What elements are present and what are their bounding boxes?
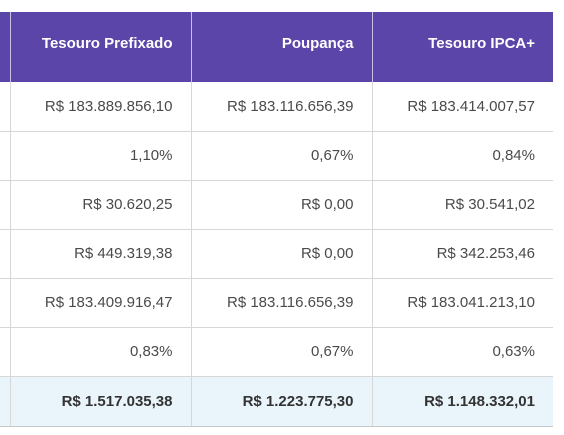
row-stub-cell: [0, 327, 10, 377]
header-row: Tesouro Prefixado Poupança Tesouro IPCA+: [0, 12, 553, 82]
table-row: 0,83% 0,67% 0,63%: [0, 327, 553, 377]
header-label: Poupança: [281, 34, 354, 52]
row-stub-cell: [0, 229, 10, 279]
header-label: Tesouro Prefixado: [41, 34, 173, 52]
row-stub-cell: [0, 376, 10, 427]
table-cell: 0,67%: [190, 131, 372, 181]
table-row: R$ 183.889.856,10 R$ 183.116.656,39 R$ 1…: [0, 82, 553, 132]
table-cell: R$ 183.889.856,10: [9, 82, 191, 132]
table-cell: R$ 0,00: [190, 180, 372, 230]
row-stub-cell: [0, 278, 10, 328]
table-header: Tesouro Prefixado Poupança Tesouro IPCA+: [0, 12, 553, 82]
table-row: R$ 449.319,38 R$ 0,00 R$ 342.253,46: [0, 229, 553, 279]
investment-comparison-table: Tesouro Prefixado Poupança Tesouro IPCA+…: [0, 12, 553, 427]
table-cell: R$ 0,00: [190, 229, 372, 279]
header-stub-cell: [0, 12, 10, 82]
table-cell: 0,83%: [9, 327, 191, 377]
total-cell: R$ 1.517.035,38: [9, 376, 191, 427]
table-cell: 0,84%: [371, 131, 553, 181]
row-stub-cell: [0, 131, 10, 181]
table-cell: 0,63%: [371, 327, 553, 377]
table-cell: R$ 30.541,02: [371, 180, 553, 230]
header-poupanca: Poupança: [190, 12, 372, 82]
table-cell: R$ 449.319,38: [9, 229, 191, 279]
table-cell: R$ 183.414.007,57: [371, 82, 553, 132]
row-stub-cell: [0, 82, 10, 132]
table-cell: R$ 30.620,25: [9, 180, 191, 230]
total-cell: R$ 1.223.775,30: [190, 376, 372, 427]
row-stub-cell: [0, 180, 10, 230]
table-cell: 0,67%: [190, 327, 372, 377]
table-row: R$ 183.409.916,47 R$ 183.116.656,39 R$ 1…: [0, 278, 553, 328]
table-cell: R$ 183.116.656,39: [190, 278, 372, 328]
table-cell: R$ 183.041.213,10: [371, 278, 553, 328]
table-cell: R$ 183.409.916,47: [9, 278, 191, 328]
table-row: 1,10% 0,67% 0,84%: [0, 131, 553, 181]
table-body: R$ 183.889.856,10 R$ 183.116.656,39 R$ 1…: [0, 82, 553, 427]
header-tesouro-prefixado: Tesouro Prefixado: [9, 12, 191, 82]
header-tesouro-ipca: Tesouro IPCA+: [371, 12, 553, 82]
header-label: Tesouro IPCA+: [428, 34, 535, 52]
comparison-table-container: Tesouro Prefixado Poupança Tesouro IPCA+…: [0, 12, 553, 427]
table-cell: 1,10%: [9, 131, 191, 181]
table-cell: R$ 342.253,46: [371, 229, 553, 279]
total-row: R$ 1.517.035,38 R$ 1.223.775,30 R$ 1.148…: [0, 376, 553, 427]
table-cell: R$ 183.116.656,39: [190, 82, 372, 132]
total-cell: R$ 1.148.332,01: [371, 376, 553, 427]
table-row: R$ 30.620,25 R$ 0,00 R$ 30.541,02: [0, 180, 553, 230]
